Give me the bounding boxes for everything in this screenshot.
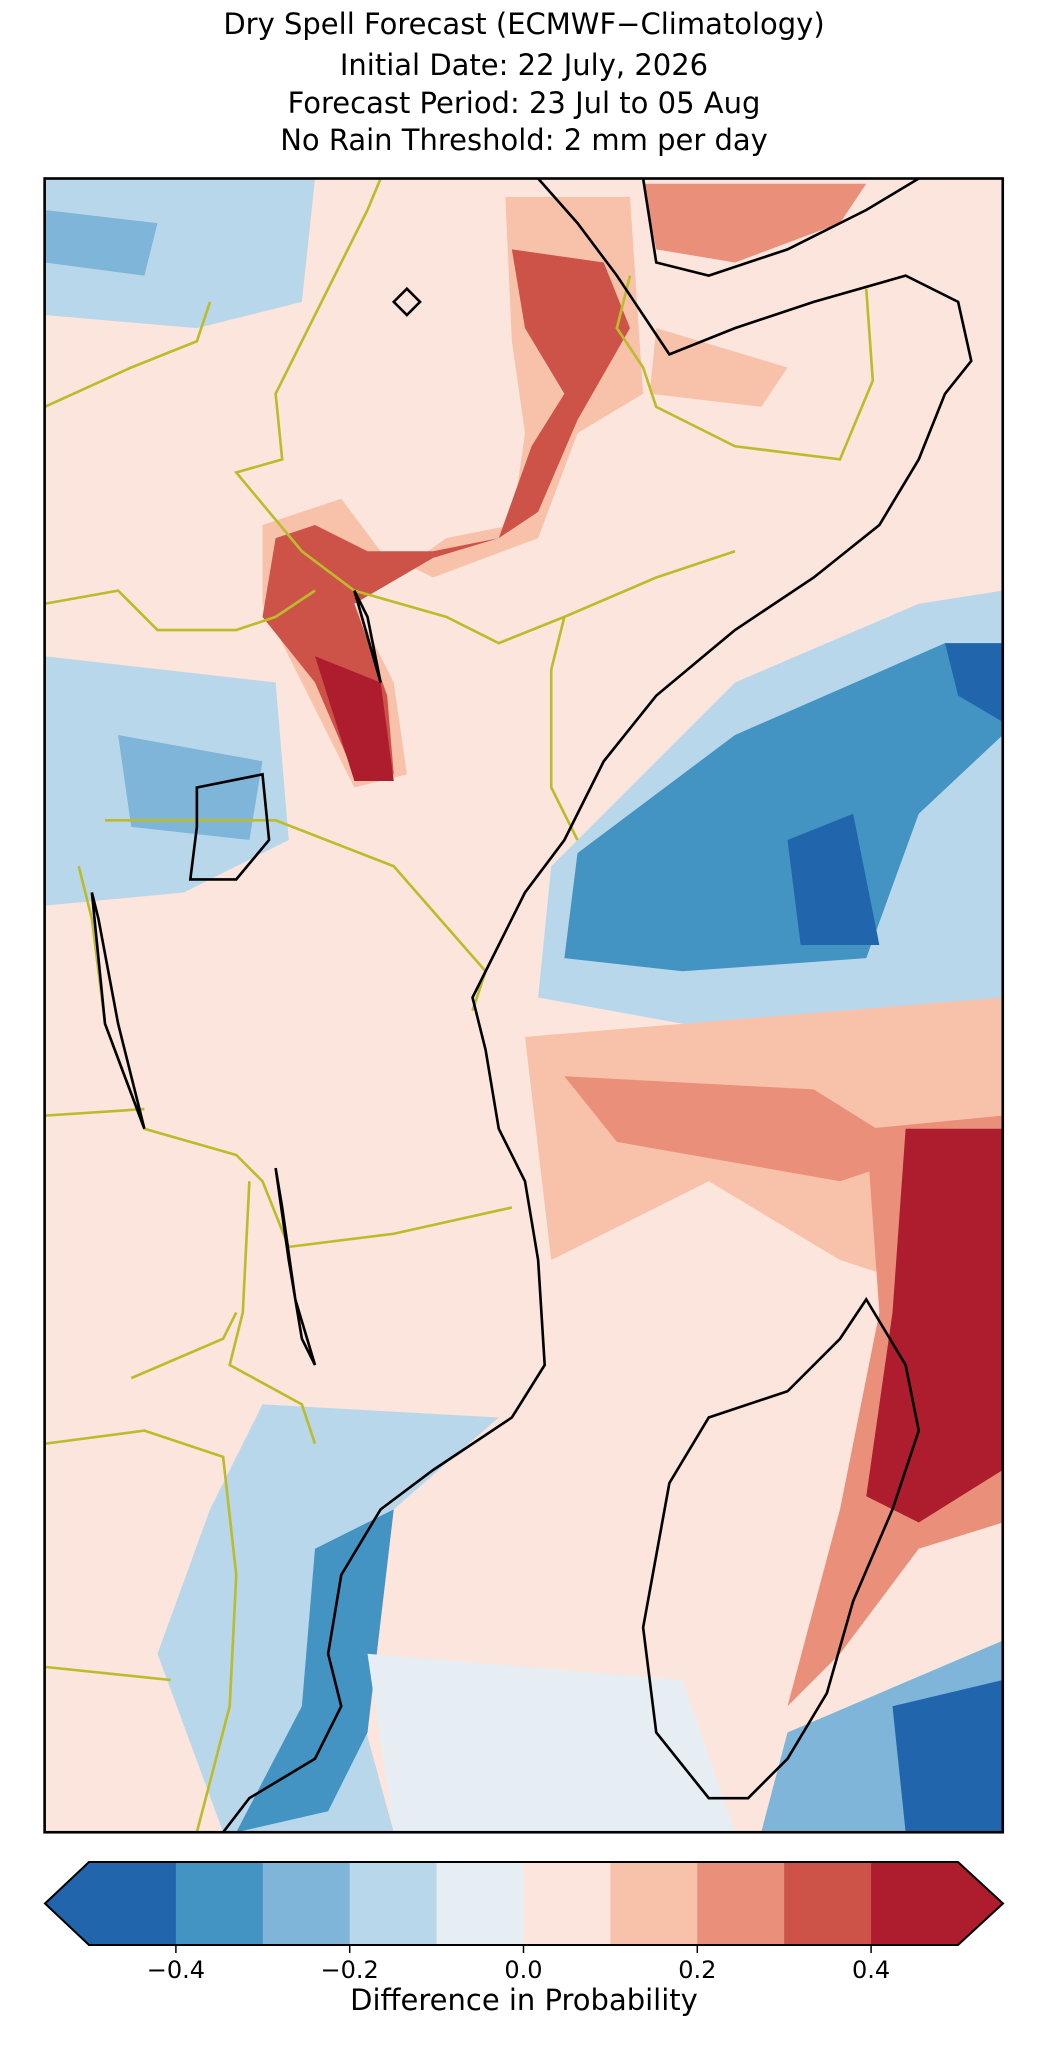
map (43, 177, 1005, 1834)
colorbar-segment (89, 1862, 177, 1945)
colorbar-segment (871, 1862, 959, 1945)
region (787, 813, 880, 945)
region (564, 643, 1003, 972)
colorbar-tick-label: 0.0 (504, 1956, 542, 1984)
colorbar-segment (523, 1862, 611, 1945)
region (945, 643, 1003, 722)
region (315, 656, 394, 781)
colorbar-segment (784, 1862, 872, 1945)
title-line: Initial Date: 22 July, 2026 (340, 48, 708, 82)
region (118, 735, 263, 840)
region (262, 249, 630, 775)
title-line: Forecast Period: 23 Jul to 05 Aug (288, 86, 761, 120)
colorbar-segment (349, 1862, 438, 1945)
colorbar-label: Difference in Probability (350, 1983, 698, 2017)
colorbar-segment (436, 1862, 524, 1945)
region (643, 183, 867, 263)
title-line: Dry Spell Forecast (ECMWF−Climatology) (223, 7, 824, 41)
region (564, 1076, 919, 1182)
region (236, 1509, 394, 1833)
region (866, 1128, 1003, 1523)
region (44, 178, 315, 329)
coastlines (90, 178, 973, 1833)
colorbar-tick-label: −0.4 (147, 1956, 205, 1984)
colorbar-tick-label: 0.2 (678, 1956, 716, 1984)
region (44, 210, 158, 276)
colorbar-extend-max (958, 1862, 1003, 1945)
title-line: No Rain Threshold: 2 mm per day (280, 123, 768, 157)
colorbar-segment (262, 1862, 351, 1945)
colorbar-segment (610, 1862, 698, 1945)
colorbar-tick-label: −0.2 (321, 1956, 379, 1984)
colorbar-segment (697, 1862, 785, 1945)
borders (44, 178, 875, 1833)
region (892, 1680, 1003, 1833)
colorbar-segment (175, 1862, 264, 1945)
region (367, 1653, 735, 1833)
colorbar-tick-label: 0.4 (852, 1956, 890, 1984)
map-frame (43, 177, 1005, 1834)
colorbar-outline (43, 1861, 1005, 1946)
colorbar-extend-min (45, 1862, 89, 1945)
colorbar: −0.4 −0.2 0.0 0.2 0.4 (43, 1861, 1005, 1984)
